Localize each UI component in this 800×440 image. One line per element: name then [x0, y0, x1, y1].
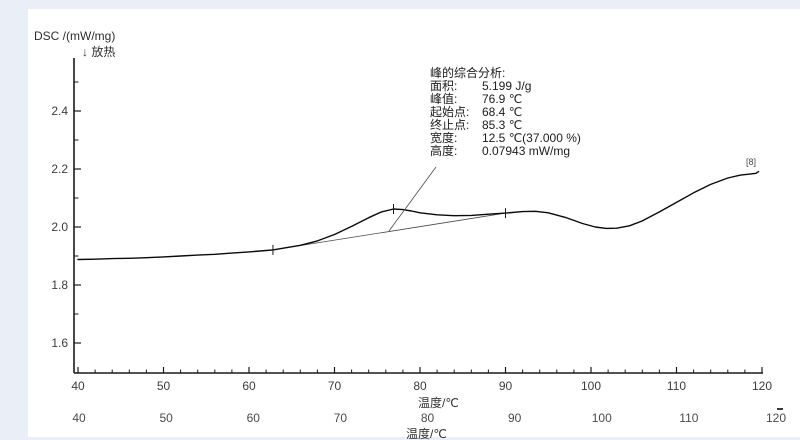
annotation-row-peak: 峰值: 76.9 ℃: [430, 93, 581, 106]
annotation-label: 面积:: [430, 79, 458, 93]
annotation-value: 0.07943 mW/mg: [482, 144, 571, 158]
annotation-label: 峰值:: [430, 92, 458, 106]
annotation-label: 终止点:: [430, 118, 470, 132]
secondary-x-tick-label: 110: [679, 411, 699, 425]
secondary-x-tick-label: 100: [591, 411, 612, 425]
y-tick-label: 2.4: [51, 104, 68, 118]
dsc-curve: [77, 170, 760, 261]
x-tick-label: 70: [327, 379, 342, 393]
chart-panel: DSC /(mW/mg) ↓ 放热 温度/℃ 温度/℃ [8] 峰的综合分析: …: [28, 9, 800, 440]
annotation-row-width: 宽度: 12.5 ℃(37.000 %): [430, 132, 581, 145]
x-tick-label: 100: [580, 379, 602, 393]
annotation-value: 68.4 ℃: [482, 105, 523, 119]
annotation-row-area: 面积: 5.199 J/g: [430, 80, 581, 93]
x-axis-title: 温度/℃: [418, 396, 459, 410]
integration-baseline-group: [272, 212, 506, 251]
annotation-row-height: 高度: 0.07943 mW/mg: [430, 145, 581, 158]
dsc-curve-group: [77, 170, 760, 261]
secondary-x-tick-label: 80: [420, 411, 435, 425]
annotation-title: 峰的综合分析:: [430, 66, 506, 80]
annotation-value: 5.199 J/g: [482, 79, 532, 93]
x-tick-label: 40: [71, 379, 85, 393]
y-tick-label: 1.6: [51, 336, 68, 350]
secondary-x-tick-label: 50: [159, 411, 173, 425]
annotation-row-end: 终止点: 85.3 ℃: [430, 119, 581, 132]
integration-baseline: [272, 212, 506, 251]
annotation-row-onset: 起始点: 68.4 ℃: [430, 106, 581, 119]
x-tick-label: 110: [666, 379, 687, 393]
peak-markers-group: [272, 204, 506, 255]
x-tick-label: 80: [413, 379, 427, 393]
annotation-label: 宽度:: [430, 131, 458, 145]
secondary-x-tick-label: 40: [72, 411, 86, 425]
y-axis-title: DSC /(mW/mg): [34, 29, 116, 43]
annotation-leader-group: [388, 166, 437, 232]
y-tick-label: 2.0: [51, 220, 68, 234]
secondary-x-tick-label: 60: [246, 411, 260, 425]
annotation-label: 高度:: [430, 144, 458, 158]
axes-group: [73, 58, 763, 374]
annotation-value: 76.9 ℃: [482, 92, 523, 106]
curve-number-label: [8]: [746, 157, 757, 167]
peak-analysis-annotation: 峰的综合分析: 面积: 5.199 J/g 峰值: 76.9 ℃ 起始点: 68…: [430, 67, 581, 158]
annotation-value: 85.3 ℃: [482, 118, 523, 132]
plot-canvas: [73, 58, 763, 374]
x-tick-label: 60: [242, 379, 256, 393]
secondary-x-axis-title: 温度/℃: [406, 427, 447, 440]
x-tick-label: 50: [156, 379, 171, 393]
secondary-x-tick-label: 90: [507, 411, 522, 425]
y-tick-label: 2.2: [51, 162, 68, 176]
x-tick-label: 120: [751, 379, 773, 393]
annotation-label: 起始点:: [430, 105, 470, 119]
annotation-leader-line: [388, 166, 437, 232]
artifact-dash-mark: [777, 408, 783, 410]
annotation-value: 12.5 ℃(37.000 %): [482, 131, 581, 145]
x-tick-label: 90: [498, 379, 513, 393]
secondary-x-tick-label: 70: [333, 411, 348, 425]
y-tick-label: 1.8: [51, 278, 68, 292]
secondary-x-tick-label: 120: [765, 411, 787, 425]
exothermic-direction-label: ↓ 放热: [82, 45, 116, 59]
